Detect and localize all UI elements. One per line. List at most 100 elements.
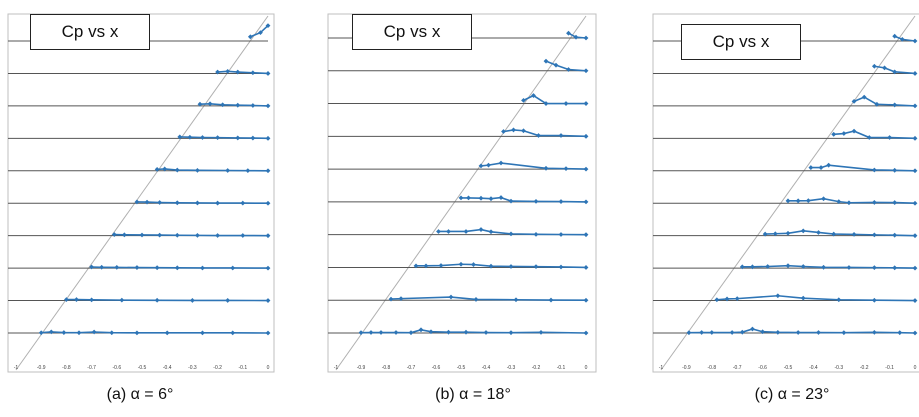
x-tick-label: -0.3 (507, 365, 516, 371)
data-point (836, 199, 842, 205)
data-point (215, 135, 220, 141)
x-tick-label: -0.5 (784, 365, 793, 371)
data-point (897, 330, 903, 336)
data-point (772, 231, 778, 237)
data-point (846, 265, 852, 270)
data-point (892, 167, 898, 173)
data-point (558, 199, 564, 204)
data-point (197, 101, 203, 107)
data-point (235, 102, 241, 108)
chart-panel-b: -1 -0.9 -0.8 -0.7 -0.6 -0.5 -0.4 -0.3 -0.2 -0.1 0 … (320, 0, 600, 417)
data-point (144, 199, 150, 205)
x-tick-label: -0.6 (758, 365, 767, 371)
data-point (408, 330, 414, 336)
data-point (230, 330, 236, 336)
data-point (821, 196, 826, 202)
data-point (200, 265, 205, 271)
data-point (714, 297, 720, 303)
data-point (724, 296, 730, 302)
x-tick-label: -0.2 (860, 365, 869, 371)
x-tick-label: -0.4 (163, 365, 172, 371)
x-tick-label: -0.7 (733, 365, 742, 371)
data-point (225, 168, 231, 173)
data-point (912, 168, 918, 174)
data-point (836, 297, 842, 303)
data-point (64, 297, 69, 302)
data-point (871, 329, 877, 335)
x-tick-label: -0.2 (213, 365, 222, 371)
x-tick-label: -0.8 (62, 365, 71, 371)
data-point (887, 135, 892, 140)
data-point (583, 166, 589, 172)
data-point (583, 133, 589, 139)
chart-panel-a: -1 -0.9 -0.8 -0.7 -0.6 -0.5 -0.4 -0.3 -0.2 -0.1 0 … (0, 0, 280, 417)
x-tick-label: -0.4 (482, 365, 491, 371)
x-tick-label: -0.3 (188, 365, 197, 371)
x-tick-label: -0.8 (382, 365, 391, 371)
data-point (513, 297, 519, 303)
data-point (225, 298, 231, 303)
data-point (912, 38, 918, 44)
data-point (882, 65, 887, 71)
data-point (99, 264, 105, 270)
data-point (558, 232, 564, 237)
x-tick-label: -0.5 (457, 365, 466, 371)
data-point (250, 135, 256, 141)
data-point (240, 233, 246, 238)
data-point (826, 162, 832, 168)
data-point (438, 263, 444, 268)
data-point (851, 231, 857, 237)
data-point (89, 297, 94, 303)
data-point (892, 265, 898, 271)
data-point (38, 330, 44, 336)
data-point (553, 62, 559, 68)
x-tick-label: -0.7 (407, 365, 416, 371)
plot-frame (327, 13, 597, 373)
data-point (912, 298, 918, 303)
data-point (207, 101, 213, 107)
chart-svg-c: -1 -0.9 -0.8 -0.7 -0.6 -0.5 -0.4 -0.3 -0.2 -0.1 0 (652, 13, 919, 373)
data-point (225, 68, 231, 74)
plot-frame (7, 13, 275, 373)
data-point (89, 264, 94, 270)
data-point (174, 200, 180, 206)
data-point (265, 330, 271, 336)
data-point (899, 37, 905, 42)
x-tick-label: -0.5 (138, 365, 147, 371)
chart-svg-a: -1 -0.9 -0.8 -0.7 -0.6 -0.5 -0.4 -0.3 -0.2 -0.1 0 (7, 13, 275, 373)
x-tick-label: -0.6 (112, 365, 121, 371)
data-point (265, 103, 271, 109)
x-tick-label: -0.9 (37, 365, 46, 371)
cp-series-line (66, 298, 269, 302)
data-point (750, 326, 755, 332)
data-point (583, 265, 589, 270)
data-point (91, 329, 97, 335)
data-point (841, 330, 847, 336)
data-point (265, 200, 271, 206)
x-tick-label: 0 (585, 365, 588, 371)
data-point (471, 262, 476, 267)
x-tick-label: -1 (659, 365, 664, 371)
data-point (871, 167, 877, 173)
data-point (831, 231, 837, 237)
data-point (821, 264, 826, 270)
data-point (134, 330, 140, 336)
data-point (250, 70, 256, 76)
data-point (871, 200, 877, 205)
data-point (215, 200, 220, 206)
data-point (258, 30, 263, 35)
data-point (892, 102, 898, 108)
data-point (709, 330, 715, 335)
data-point (892, 69, 898, 75)
data-point (583, 35, 589, 41)
data-point (521, 97, 526, 103)
data-point (157, 232, 163, 238)
data-point (76, 330, 82, 336)
data-point (195, 200, 200, 206)
data-point (800, 228, 806, 234)
data-point (164, 330, 170, 336)
x-tick-label: -0.2 (532, 365, 541, 371)
data-point (114, 265, 120, 270)
leading-edge-line (15, 15, 269, 371)
